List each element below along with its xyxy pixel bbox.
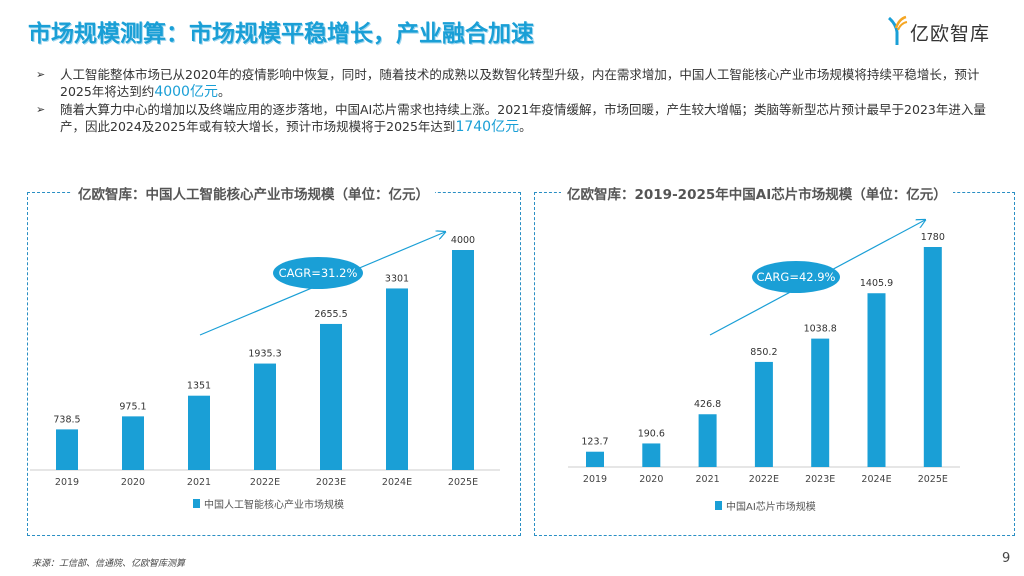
x-tick-label: 2023E: [316, 477, 346, 488]
x-tick-label: 2022E: [250, 477, 280, 488]
data-label: 4000: [451, 235, 475, 246]
legend-swatch: [715, 501, 722, 510]
source-note: 来源：工信部、信通院、亿欧智库测算: [32, 559, 186, 569]
data-label: 190.6: [638, 428, 665, 439]
data-label: 2655.5: [314, 309, 347, 320]
x-tick-label: 2019: [55, 477, 79, 488]
arrow-bullet-icon: ➢: [36, 68, 46, 81]
bullet-highlight: 4000亿元: [154, 84, 218, 100]
cagr-label: CARG=42.9%: [757, 270, 836, 284]
logo-icon: [887, 15, 908, 45]
chart-box-ai-core: 亿欧智库：中国人工智能核心产业市场规模（单位：亿元）: [27, 183, 521, 536]
x-tick-label: 2019: [583, 474, 607, 485]
cagr-label: CAGR=31.2%: [279, 266, 358, 280]
x-tick-label: 2020: [639, 474, 663, 485]
page-number: 9: [1002, 551, 1011, 566]
x-tick-label: 2021: [696, 474, 720, 485]
legend: 中国人工智能核心产业市场规模: [193, 496, 344, 511]
bar: [188, 395, 210, 470]
x-tick-label: 2020: [121, 477, 145, 488]
bar: [698, 414, 717, 467]
x-tick-label: 2024E: [861, 474, 891, 485]
bar: [923, 247, 942, 467]
cagr-badge: [752, 261, 840, 293]
bullet-text: 随着大算力中心的增加以及终端应用的逐步落地，中国AI芯片需求也持续上涨。2021…: [60, 102, 986, 134]
legend: 中国AI芯片市场规模: [715, 498, 816, 513]
bullet-tail: 。: [519, 119, 532, 134]
logo-text: 亿欧智库: [910, 23, 991, 45]
data-label: 975.1: [119, 401, 146, 412]
logo: 亿欧智库: [886, 14, 990, 46]
bullet-item: ➢ 人工智能整体市场已从2020年的疫情影响中恢复，同时，随着技术的成熟以及数智化…: [36, 66, 986, 101]
cagr-badge: [273, 257, 363, 289]
bullet-list: ➢ 人工智能整体市场已从2020年的疫情影响中恢复，同时，随着技术的成熟以及数智化…: [36, 66, 986, 136]
bar: [386, 288, 408, 470]
data-label: 1935.3: [248, 349, 281, 360]
data-label: 1405.9: [860, 278, 893, 289]
data-label: 426.8: [694, 399, 721, 410]
legend-label: 中国人工智能核心产业市场规模: [204, 500, 344, 511]
bar: [867, 293, 886, 467]
legend-label: 中国AI芯片市场规模: [726, 502, 816, 513]
bullet-highlight: 1740亿元: [455, 119, 520, 135]
x-tick-label: 2023E: [805, 474, 835, 485]
legend-swatch: [193, 499, 200, 508]
data-label: 1351: [187, 381, 211, 392]
bar: [811, 338, 830, 467]
chart-box-ai-chip: 亿欧智库：2019-2025年中国AI芯片市场规模（单位：亿元）: [534, 183, 1015, 536]
bullet-item: ➢ 随着大算力中心的增加以及终端应用的逐步落地，中国AI芯片需求也持续上涨。202…: [36, 101, 986, 136]
bar: [56, 429, 78, 470]
bullet-tail: 。: [217, 84, 231, 99]
x-tick-label: 2025E: [918, 474, 948, 485]
bar: [754, 361, 773, 467]
x-tick-label: 2025E: [448, 477, 478, 488]
arrow-bullet-icon: ➢: [36, 103, 46, 116]
page-title: 市场规模测算：市场规模平稳增长，产业融合加速: [28, 21, 534, 47]
data-label: 123.7: [581, 437, 608, 448]
bar: [254, 363, 276, 470]
data-label: 738.5: [53, 414, 80, 425]
bar: [452, 250, 474, 470]
x-tick-label: 2024E: [382, 477, 412, 488]
x-tick-label: 2022E: [749, 474, 779, 485]
data-label: 850.2: [750, 347, 777, 358]
data-label: 1038.8: [804, 324, 837, 335]
bullet-text: 人工智能整体市场已从2020年的疫情影响中恢复，同时，随着技术的成熟以及数智化转…: [60, 67, 980, 99]
data-label: 1780: [921, 232, 945, 243]
data-label: 3301: [385, 273, 409, 284]
bar: [586, 451, 604, 467]
chart-title: 亿欧智库：中国人工智能核心产业市场规模（单位：亿元）: [72, 183, 435, 203]
bar: [320, 323, 342, 470]
chart-title: 亿欧智库：2019-2025年中国AI芯片市场规模（单位：亿元）: [561, 183, 953, 203]
bar: [122, 416, 144, 470]
bar: [642, 443, 661, 467]
x-tick-label: 2021: [187, 477, 211, 488]
